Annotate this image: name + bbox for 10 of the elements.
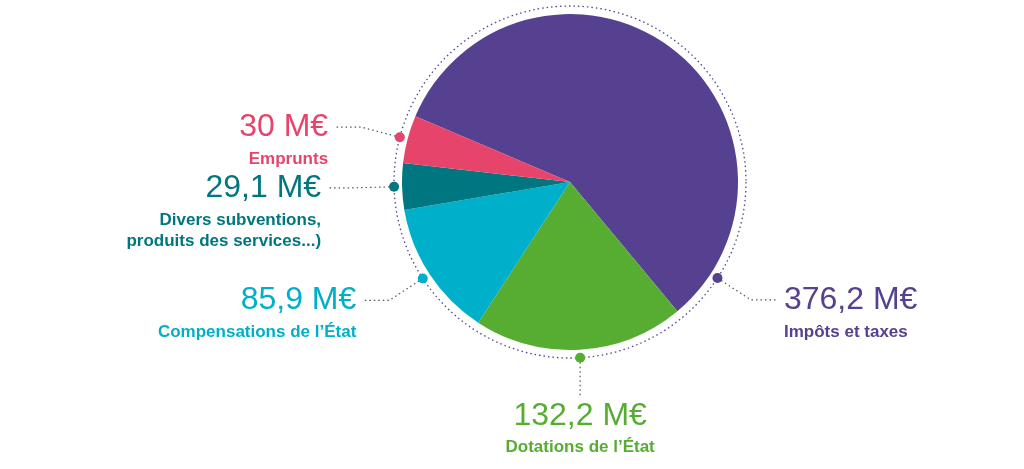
slice-label: Emprunts bbox=[248, 148, 329, 168]
data-label: 30 M€ bbox=[239, 106, 329, 143]
data-label: 29,1 M€ bbox=[205, 167, 322, 204]
data-label: 132,2 M€ bbox=[513, 395, 648, 432]
data-label: 376,2 M€ bbox=[783, 279, 918, 316]
slice-label: Impôts et taxes bbox=[783, 321, 908, 341]
data-label: 85,9 M€ bbox=[240, 280, 357, 317]
slice-label: Compensations de l’État bbox=[157, 322, 357, 342]
slice-label: Divers subventions, produits des services...) bbox=[126, 209, 322, 250]
slice-label: Dotations de l’État bbox=[505, 437, 656, 457]
